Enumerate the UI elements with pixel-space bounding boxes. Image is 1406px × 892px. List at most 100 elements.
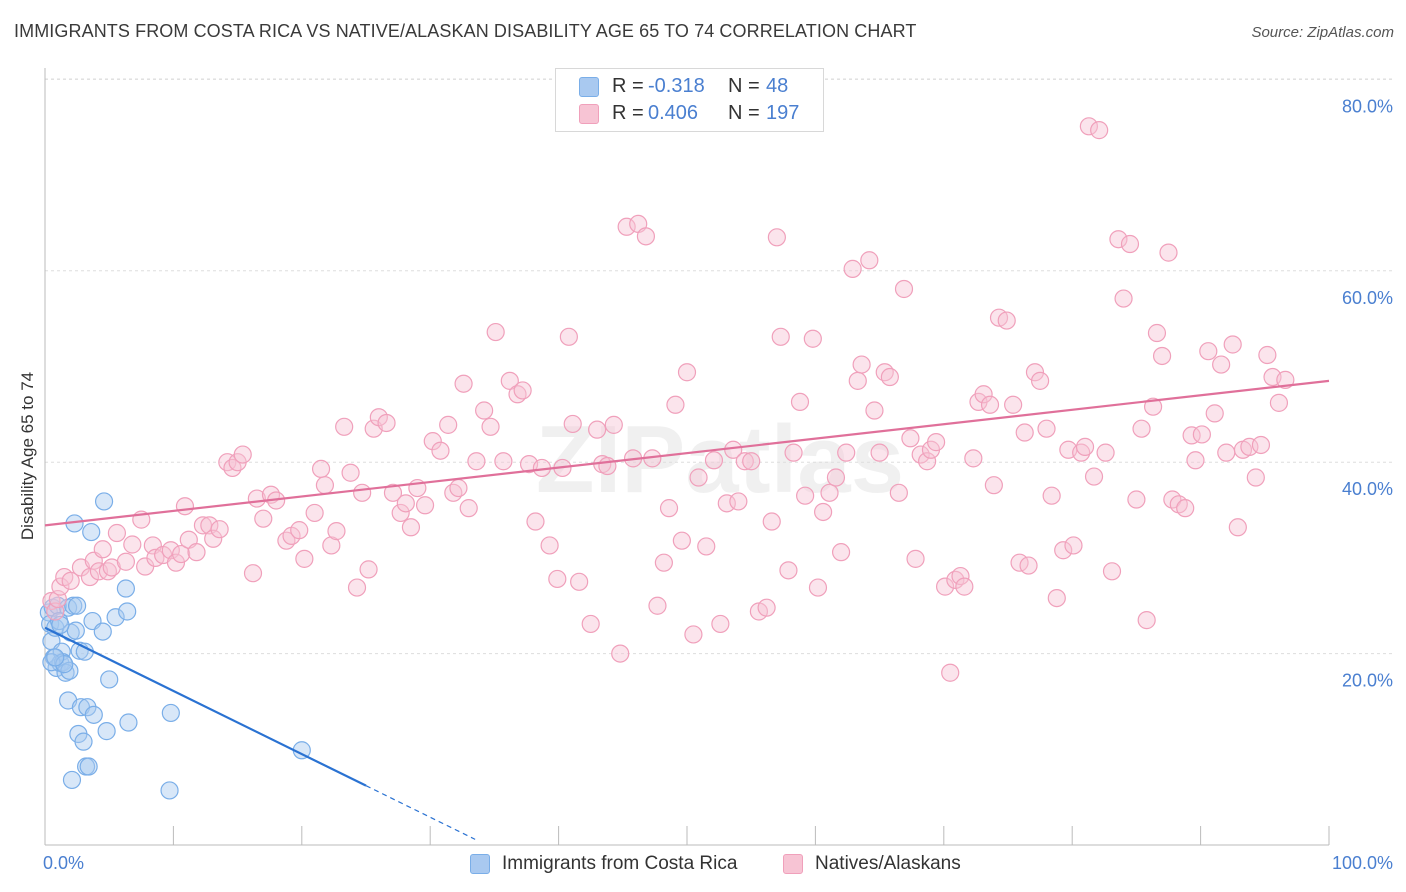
native-point: [353, 483, 372, 502]
costa-rica-point: [66, 621, 85, 640]
native-point: [598, 456, 617, 476]
native-point: [926, 433, 946, 452]
native-point: [172, 544, 191, 564]
native-point: [870, 443, 889, 462]
chart-title: IMMIGRANTS FROM COSTA RICA VS NATIVE/ALA…: [14, 21, 917, 41]
native-point: [513, 381, 532, 400]
native-point: [1090, 121, 1109, 140]
native-point: [290, 521, 309, 540]
native-point: [980, 395, 1000, 414]
native-point: [116, 552, 135, 571]
costa-rica-point: [93, 622, 112, 641]
native-point: [1127, 490, 1146, 509]
blue-swatch: [579, 77, 599, 97]
native-point: [604, 415, 623, 434]
source-credit: Source: ZipAtlas.com: [1251, 24, 1394, 41]
watermark: ZIPatlas: [536, 406, 904, 513]
native-point: [588, 420, 607, 439]
costa-rica-point: [74, 732, 93, 751]
native-point: [233, 445, 252, 464]
native-point: [704, 451, 724, 470]
costa-rica-point: [160, 781, 179, 800]
native-point: [500, 371, 519, 390]
y-axis-label: Disability Age 65 to 74: [18, 372, 37, 540]
native-point: [475, 401, 494, 420]
costa-rica-point: [116, 579, 135, 598]
native-point: [964, 449, 983, 468]
native-point: [415, 496, 435, 515]
costa-rica-point: [46, 648, 65, 667]
native-point: [1132, 419, 1151, 438]
native-point: [540, 536, 559, 555]
native-point: [865, 401, 884, 420]
native-point: [911, 445, 930, 464]
native-point: [894, 279, 914, 299]
native-point: [581, 614, 600, 634]
native-point: [391, 503, 410, 523]
native-point: [1137, 611, 1156, 630]
native-point: [377, 413, 396, 433]
native-point: [1120, 234, 1140, 254]
y-tick-label: 20.0%: [1342, 671, 1393, 691]
native-point: [1152, 346, 1172, 366]
legend-label: Immigrants from Costa Rica: [502, 853, 738, 874]
native-point: [1079, 117, 1098, 136]
native-point: [1047, 588, 1066, 608]
y-tick-label: 60.0%: [1342, 288, 1393, 308]
native-point: [93, 540, 112, 559]
native-point: [200, 516, 219, 535]
native-point: [814, 502, 833, 522]
native-point: [481, 417, 500, 436]
native-point: [123, 535, 142, 554]
native-point: [1205, 404, 1224, 423]
native-point: [61, 571, 80, 590]
native-point: [548, 569, 567, 589]
native-point: [1246, 468, 1265, 487]
native-point: [1025, 363, 1045, 382]
costa-rica-point: [51, 615, 70, 634]
n-label: N =: [728, 102, 760, 124]
native-point: [204, 529, 223, 548]
native-point: [315, 476, 335, 495]
stats-legend-box: R = -0.318 N = 48 R = 0.406 N = 197: [555, 68, 824, 132]
native-point: [1228, 518, 1247, 537]
native-point: [396, 494, 415, 513]
x-tick-label: 0.0%: [43, 853, 84, 873]
native-point: [1109, 230, 1128, 249]
costa-rica-point: [94, 492, 114, 511]
native-point: [611, 644, 630, 663]
native-point: [784, 443, 803, 462]
native-point: [717, 494, 736, 513]
native-point: [1143, 397, 1163, 416]
native-point: [1269, 393, 1289, 412]
n-label: N =: [728, 75, 760, 97]
costa-rica-point: [79, 757, 98, 776]
native-point: [666, 395, 685, 414]
costa-rica-point: [161, 703, 180, 723]
native-point: [467, 452, 486, 471]
native-point: [359, 560, 378, 579]
native-point: [1159, 243, 1178, 262]
native-point: [494, 452, 513, 471]
native-point: [796, 486, 815, 505]
native-point: [1037, 419, 1056, 438]
native-point: [295, 549, 314, 568]
native-point: [383, 483, 403, 502]
r-value: -0.318: [648, 75, 705, 97]
native-point: [449, 478, 468, 498]
native-point: [1042, 486, 1061, 505]
native-point: [659, 499, 679, 518]
native-point: [848, 371, 867, 390]
native-point: [997, 311, 1016, 330]
native-point: [742, 452, 761, 471]
native-point: [1251, 435, 1271, 455]
native-point: [335, 417, 354, 436]
n-value: 48: [766, 75, 789, 97]
costa-rica-point: [106, 608, 125, 627]
native-point: [880, 367, 899, 387]
native-point: [1240, 437, 1259, 456]
native-point: [347, 578, 367, 597]
native-point: [689, 468, 708, 487]
native-point: [218, 453, 237, 472]
native-point: [311, 459, 331, 478]
